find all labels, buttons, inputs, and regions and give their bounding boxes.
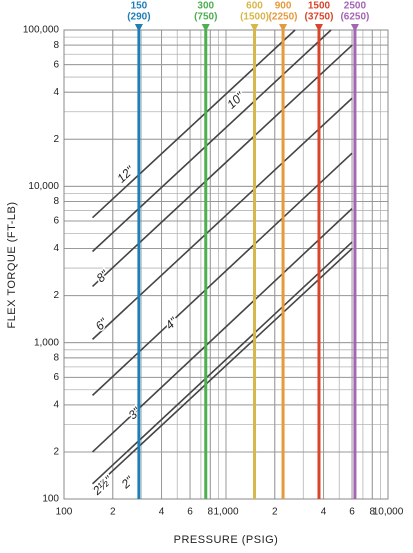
y-tick-label: 1,000 <box>34 337 59 348</box>
y-tick-label: 8 <box>53 352 59 363</box>
y-tick-label: 6 <box>53 59 59 70</box>
size-line <box>91 97 353 340</box>
grid <box>63 29 389 500</box>
pressure-class-arrow <box>250 24 259 32</box>
pressure-class-sublabel: (290) <box>127 12 150 23</box>
pressure-class-label: 2500 <box>344 1 367 12</box>
y-tick-label: 100,000 <box>23 25 60 36</box>
x-tick-label: 4 <box>321 507 327 518</box>
size-label: 2½" <box>89 473 115 499</box>
y-axis-label: FLEX TORQUE (FT-LB) <box>6 201 18 328</box>
x-tick-label: 100 <box>56 507 73 518</box>
pressure-class-arrow <box>279 24 288 32</box>
y-tick-label: 2 <box>53 134 59 145</box>
pressure-class-arrow <box>350 24 359 32</box>
y-tick-label: 2 <box>53 447 59 458</box>
y-tick-label: 6 <box>53 216 59 227</box>
x-tick-label: 4 <box>159 507 165 518</box>
pressure-class-label: 300 <box>197 1 214 12</box>
size-label: 12" <box>114 163 137 186</box>
y-tick-label: 6 <box>53 372 59 383</box>
y-tick-label: 100 <box>42 494 59 505</box>
y-tick-label: 8 <box>53 196 59 207</box>
y-tick-label: 10,000 <box>28 181 59 192</box>
size-label: 6" <box>93 315 111 333</box>
x-tick-label: 2 <box>272 507 278 518</box>
x-tick-label: 6 <box>187 507 193 518</box>
pressure-class-arrow <box>134 24 143 32</box>
pressure-class-arrow <box>201 24 210 32</box>
y-tick-label: 4 <box>53 243 59 254</box>
x-axis-label: PRESSURE (PSIG) <box>174 534 279 546</box>
y-tick-label: 4 <box>53 87 59 98</box>
x-tick-label: 6 <box>349 507 355 518</box>
pressure-class-label: 900 <box>275 1 292 12</box>
pressure-class-sublabel: (2250) <box>269 12 298 23</box>
x-tick-label: 8 <box>208 507 214 518</box>
x-tick-label: 1,000 <box>213 507 238 518</box>
plot-frame <box>63 29 389 500</box>
pressure-class-sublabel: (3750) <box>305 12 334 23</box>
pressure-class-arrow <box>314 24 323 32</box>
size-line <box>91 44 353 287</box>
pressure-class-label: 150 <box>131 1 148 12</box>
y-tick-label: 2 <box>53 290 59 301</box>
x-tick-label: 10,000 <box>373 507 404 518</box>
size-line <box>91 29 332 253</box>
pressure-class-sublabel: (1500) <box>240 12 269 23</box>
x-tick-label: 8 <box>370 507 376 518</box>
pressure-class-label: 1500 <box>308 1 331 12</box>
x-tick-label: 2 <box>110 507 116 518</box>
size-line <box>91 152 353 396</box>
size-line <box>91 247 353 491</box>
size-line <box>91 29 296 219</box>
size-label: 2" <box>118 473 137 492</box>
y-tick-label: 4 <box>53 400 59 411</box>
size-line <box>91 241 353 485</box>
size-line <box>91 208 353 453</box>
y-tick-label: 8 <box>53 40 59 51</box>
pressure-class-label: 600 <box>246 1 263 12</box>
pressure-class-sublabel: (750) <box>194 12 217 23</box>
size-label: 4" <box>163 314 181 332</box>
pressure-class-sublabel: (6250) <box>340 12 369 23</box>
